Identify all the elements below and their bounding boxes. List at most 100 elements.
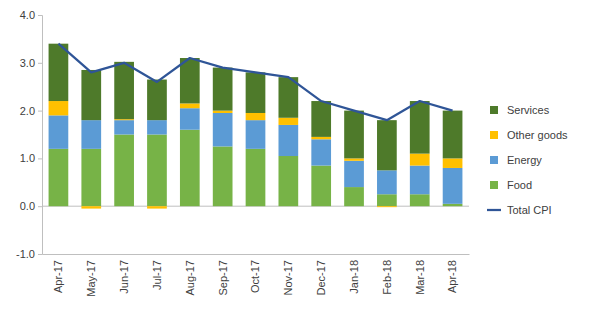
x-tick-label: Apr-17 bbox=[52, 260, 64, 293]
bar bbox=[213, 146, 233, 206]
legend-label: Services bbox=[507, 104, 550, 116]
x-tick: Sep-17 bbox=[217, 260, 229, 295]
y-tick-mark bbox=[38, 111, 42, 112]
x-axis: Apr-17 May-17 Jun-17 Jul-17 Aug-17 Sep-17 Oct-… bbox=[43, 255, 470, 297]
bar bbox=[49, 115, 69, 148]
legend-symbol bbox=[490, 156, 498, 164]
x-tick-label: Nov-17 bbox=[282, 260, 294, 295]
legend: Services Other goods Energy Food Total CPI bbox=[487, 104, 568, 216]
y-tick-mark bbox=[38, 158, 42, 159]
legend-item: Total CPI bbox=[487, 204, 552, 216]
bar bbox=[147, 80, 167, 121]
legend-item: Energy bbox=[490, 154, 542, 166]
bar bbox=[147, 135, 167, 207]
bar bbox=[81, 120, 101, 149]
bar bbox=[246, 72, 266, 113]
x-tick: Apr-17 bbox=[52, 260, 64, 293]
line bbox=[58, 44, 452, 120]
x-tick: Dec-17 bbox=[315, 260, 327, 295]
x-tick-label: Mar-18 bbox=[414, 260, 426, 295]
bar bbox=[311, 166, 331, 207]
bar bbox=[147, 206, 167, 208]
bar bbox=[377, 170, 397, 194]
x-tick: Nov-17 bbox=[282, 260, 294, 295]
x-tick-label: Dec-17 bbox=[315, 260, 327, 295]
y-axis-line bbox=[38, 16, 43, 255]
x-tick: Oct-17 bbox=[249, 260, 261, 293]
bar bbox=[278, 118, 298, 125]
bar bbox=[114, 120, 134, 134]
chart: -1.0 0.0 1.0 2.0 3.0 4.0 Apr-17 May-17 Jun-17 Jul… bbox=[0, 0, 599, 323]
legend-item: Food bbox=[490, 179, 532, 191]
y-tick-label: 1.0 bbox=[20, 152, 35, 164]
y-tick-label: 0.0 bbox=[20, 200, 35, 212]
y-tick-label: 4.0 bbox=[20, 9, 35, 21]
bar bbox=[410, 166, 430, 195]
bar bbox=[246, 120, 266, 149]
y-tick: 1.0 bbox=[20, 152, 42, 164]
bar bbox=[443, 168, 463, 204]
bar bbox=[344, 161, 364, 187]
bar bbox=[81, 70, 101, 120]
bar bbox=[180, 108, 200, 130]
x-tick-label: Feb-18 bbox=[381, 260, 393, 295]
bar bbox=[344, 111, 364, 159]
bar bbox=[311, 137, 331, 139]
legend-item: Other goods bbox=[490, 129, 568, 141]
bar bbox=[377, 120, 397, 170]
bar bbox=[180, 130, 200, 206]
x-tick-label: Aug-17 bbox=[184, 260, 196, 295]
bar bbox=[410, 154, 430, 166]
bar bbox=[246, 149, 266, 206]
y-tick: -1.0 bbox=[16, 248, 42, 260]
y-tick-mark bbox=[38, 15, 42, 16]
x-tick-label: Sep-17 bbox=[217, 260, 229, 295]
bar bbox=[443, 204, 463, 206]
legend-symbol bbox=[490, 131, 498, 139]
legend-symbol bbox=[487, 209, 501, 211]
bar bbox=[443, 158, 463, 168]
y-tick: 4.0 bbox=[20, 9, 42, 21]
y-tick: 2.0 bbox=[20, 105, 42, 117]
legend-symbol bbox=[490, 106, 498, 114]
x-tick: Jul-17 bbox=[151, 260, 163, 290]
y-tick-label: 2.0 bbox=[20, 105, 35, 117]
bar bbox=[213, 111, 233, 113]
x-tick-label: Oct-17 bbox=[249, 260, 261, 293]
bar bbox=[114, 135, 134, 207]
bar bbox=[344, 158, 364, 160]
bar bbox=[344, 187, 364, 206]
legend-label: Energy bbox=[507, 154, 542, 166]
legend-label: Food bbox=[507, 179, 532, 191]
y-tick-mark bbox=[38, 206, 42, 207]
legend-label: Other goods bbox=[507, 129, 568, 141]
bar bbox=[49, 149, 69, 206]
x-tick-label: Jun-17 bbox=[118, 260, 130, 294]
x-tick-label: Apr-18 bbox=[446, 260, 458, 293]
bar bbox=[410, 101, 430, 154]
x-tick: Mar-18 bbox=[414, 260, 426, 295]
bar bbox=[278, 125, 298, 156]
bar bbox=[443, 111, 463, 159]
y-tick-label: -1.0 bbox=[16, 248, 35, 260]
bar bbox=[49, 44, 69, 101]
marks bbox=[49, 44, 463, 209]
bar bbox=[377, 206, 397, 208]
y-tick-label: 3.0 bbox=[20, 57, 35, 69]
bar bbox=[49, 101, 69, 115]
y-tick: 3.0 bbox=[20, 57, 42, 69]
legend-label: Total CPI bbox=[507, 204, 552, 216]
x-axis-line bbox=[43, 254, 470, 255]
bar bbox=[410, 194, 430, 206]
y-axis: -1.0 0.0 1.0 2.0 3.0 4.0 bbox=[16, 9, 42, 260]
x-tick: Apr-18 bbox=[446, 260, 458, 293]
bar bbox=[114, 62, 134, 119]
x-tick-label: May-17 bbox=[85, 260, 97, 297]
bar bbox=[213, 68, 233, 111]
x-tick: Feb-18 bbox=[381, 260, 393, 295]
y-tick: 0.0 bbox=[20, 200, 42, 212]
x-tick-label: Jul-17 bbox=[151, 260, 163, 290]
y-tick-mark bbox=[38, 63, 42, 64]
legend-item: Services bbox=[490, 104, 550, 116]
bar bbox=[147, 120, 167, 134]
